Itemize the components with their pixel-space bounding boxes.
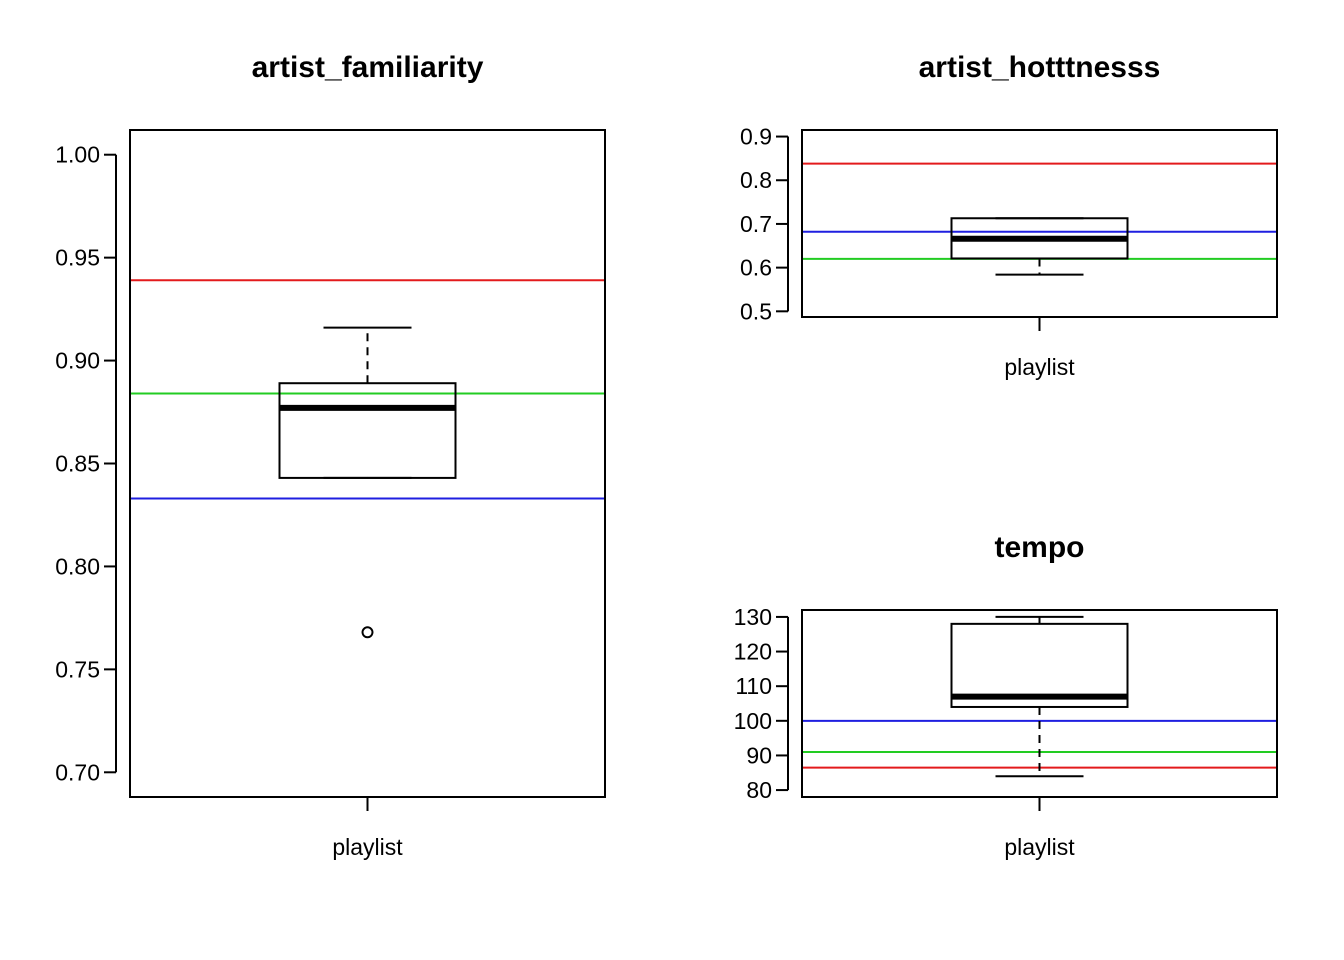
y-tick-label: 0.5 [740,298,772,324]
y-tick-label: 0.90 [55,348,100,374]
y-tick-label: 130 [734,604,772,630]
x-category-label: playlist [332,834,403,860]
x-category-label: playlist [1004,834,1075,860]
plot-frame [801,129,1278,318]
panel-title: tempo [995,531,1085,564]
y-tick-label: 0.75 [55,656,100,682]
y-tick-label: 1.00 [55,142,100,168]
panel-2: tempo 80 90 100 110 120 130 playlist [734,531,1278,860]
y-tick-label: 80 [746,777,772,803]
outlier-point-0 [361,626,374,639]
y-tick-label: 120 [734,639,772,665]
y-tick-label: 90 [746,742,772,768]
y-tick-label: 0.8 [740,167,772,193]
panel-0: artist_familiarity 0.70 0.75 0.80 0.85 0.90 0.… [55,51,606,860]
y-tick-label: 0.6 [740,255,772,281]
y-tick-label: 0.85 [55,451,100,477]
plot-frame [129,129,606,798]
y-tick-label: 0.9 [740,124,772,150]
iqr-box [278,382,457,479]
y-tick-label: 110 [735,673,772,699]
panel-1: artist_hotttnesss 0.5 0.6 0.7 0.8 0.9 playlist [740,51,1278,380]
iqr-box [950,622,1129,708]
x-category-label: playlist [1004,354,1075,380]
y-tick-label: 0.70 [55,759,100,785]
y-tick-label: 100 [734,708,772,734]
panel-title: artist_hotttnesss [919,51,1161,84]
panel-title: artist_familiarity [252,51,484,84]
y-tick-label: 0.80 [55,553,100,579]
y-tick-label: 0.95 [55,245,100,271]
y-tick-label: 0.7 [740,211,772,237]
